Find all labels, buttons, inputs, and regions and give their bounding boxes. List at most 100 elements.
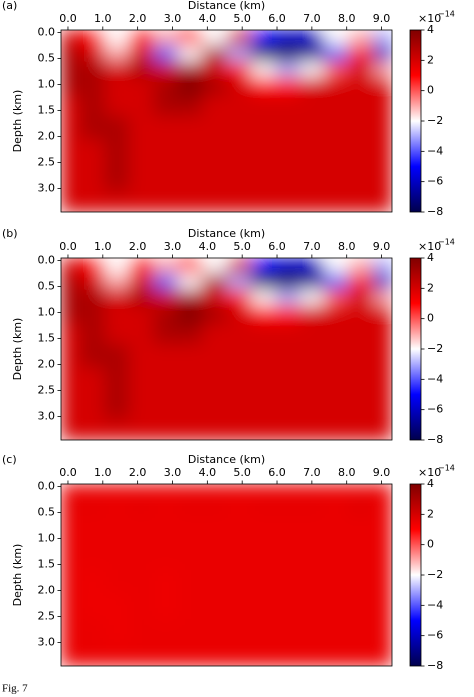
cell [104, 95, 130, 117]
x-tick-label: 1.0 [94, 240, 112, 253]
cell [348, 645, 374, 666]
cell [177, 258, 203, 275]
x-tick-label: 9.0 [373, 240, 391, 253]
x-tick-label: 9.0 [373, 466, 391, 479]
cell [372, 569, 392, 594]
cell [177, 499, 203, 516]
cell [275, 484, 301, 501]
cell [250, 115, 276, 140]
cell [128, 165, 154, 192]
cell [299, 569, 325, 594]
y-tick-label: 0.5 [38, 506, 56, 519]
cell [372, 419, 392, 440]
cell [226, 115, 252, 140]
cell [177, 515, 203, 532]
cell [299, 419, 325, 440]
cell [250, 30, 276, 47]
cell [299, 530, 325, 550]
cell [80, 139, 106, 166]
cell [275, 76, 301, 96]
cell [153, 393, 179, 420]
colorbar-tick-label: 0 [427, 538, 434, 551]
cell [275, 515, 301, 532]
cell [299, 343, 325, 368]
plot-frame [60, 483, 393, 667]
cell [128, 139, 154, 166]
cell [299, 95, 325, 117]
cell [104, 273, 130, 290]
cell [177, 323, 203, 345]
y-axis-label: Depth (km) [11, 318, 24, 381]
x-tick-label: 4.0 [199, 240, 217, 253]
cell [250, 569, 276, 594]
cell [348, 323, 374, 345]
cell [80, 30, 106, 47]
cell [202, 367, 227, 394]
x-tick-label: 3.0 [164, 466, 182, 479]
cell [372, 304, 392, 324]
panel-label: (c) [2, 453, 17, 466]
cell [153, 258, 179, 275]
cell [250, 549, 276, 571]
cell [348, 367, 374, 394]
colorbar-offset-exponent: −14 [438, 238, 455, 247]
x-tick-label: 0.0 [59, 12, 77, 25]
cell [324, 549, 349, 571]
cell [153, 289, 179, 306]
heatmap [61, 258, 392, 440]
cell [202, 191, 227, 212]
cell [177, 191, 203, 212]
cell [80, 499, 106, 516]
cell [202, 484, 227, 501]
cell [372, 115, 392, 140]
cell [226, 139, 252, 166]
cell [61, 367, 81, 394]
cell [104, 549, 130, 571]
cell [177, 419, 203, 440]
cell [348, 515, 374, 532]
cell [372, 499, 392, 516]
cell [372, 530, 392, 550]
cell [202, 304, 227, 324]
colorbar-tick-label: 4 [427, 477, 434, 490]
cell [324, 139, 349, 166]
cell [104, 61, 130, 78]
cell [202, 165, 227, 192]
cell [250, 499, 276, 516]
y-tick-label: 1.5 [38, 558, 56, 571]
x-axis-label: Distance (km) [188, 453, 265, 466]
cell [80, 115, 106, 140]
cell [275, 273, 301, 290]
cell [80, 165, 106, 192]
cell [128, 115, 154, 140]
cell [226, 593, 252, 620]
cell [299, 367, 325, 394]
cell [128, 343, 154, 368]
cell [372, 165, 392, 192]
cell [372, 258, 392, 275]
cell [348, 499, 374, 516]
x-tick-label: 6.0 [268, 240, 286, 253]
x-tick-label: 3.0 [164, 12, 182, 25]
cell [226, 343, 252, 368]
cell [61, 484, 81, 501]
y-axis-label: Depth (km) [11, 544, 24, 607]
cell [128, 484, 154, 501]
cell [153, 76, 179, 96]
cell [324, 115, 349, 140]
cell [61, 304, 81, 324]
cell [299, 515, 325, 532]
cell [275, 289, 301, 306]
cell [348, 258, 374, 275]
cell [80, 95, 106, 117]
cell [153, 45, 179, 62]
cell [275, 115, 301, 140]
cell [128, 323, 154, 345]
cell [299, 619, 325, 646]
cell [80, 484, 106, 501]
cell [226, 61, 252, 78]
cell [104, 619, 130, 646]
cell [104, 258, 130, 275]
y-tick-label: 1.5 [38, 104, 56, 117]
cell [61, 393, 81, 420]
